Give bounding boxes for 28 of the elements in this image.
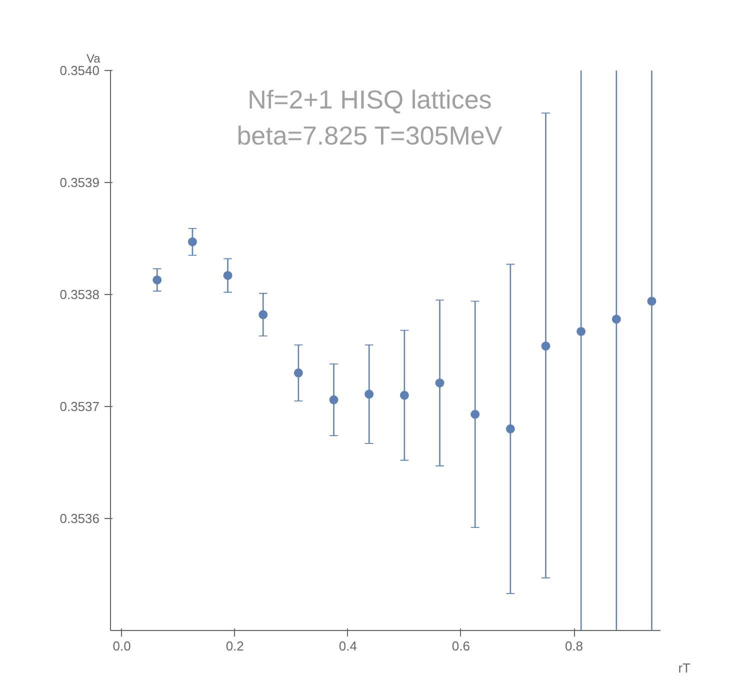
y-tick-label: 0.3537 (60, 399, 100, 414)
point (152, 275, 162, 284)
point (541, 342, 550, 351)
x-tick-label: 0.6 (452, 638, 470, 654)
y-tick-label: 0.3538 (60, 287, 100, 302)
point (364, 390, 374, 399)
point (576, 326, 586, 336)
point (612, 314, 621, 324)
point (294, 368, 303, 378)
x-tick-label: 0.2 (226, 638, 244, 654)
y-tick-label: 0.3540 (60, 63, 100, 78)
point (435, 378, 444, 388)
x-tick-label: 0.8 (564, 638, 584, 654)
x-tick-label: 0.0 (112, 638, 131, 654)
y-axis-title: Va (86, 52, 101, 66)
x-tick-label: 0.4 (338, 638, 357, 654)
point (223, 270, 232, 280)
point (647, 296, 656, 306)
y-tick-label: 0.3536 (60, 511, 100, 526)
point (188, 237, 197, 246)
y-tick-label: 0.3539 (60, 175, 100, 190)
point (329, 395, 338, 404)
point (506, 424, 515, 434)
point (258, 310, 268, 320)
point (400, 390, 409, 400)
annotation: Nf=2+1 HISQ lattices beta=7.825 T=305MeV (236, 84, 503, 150)
x-axis-title: rT (678, 660, 691, 676)
point (470, 410, 480, 419)
